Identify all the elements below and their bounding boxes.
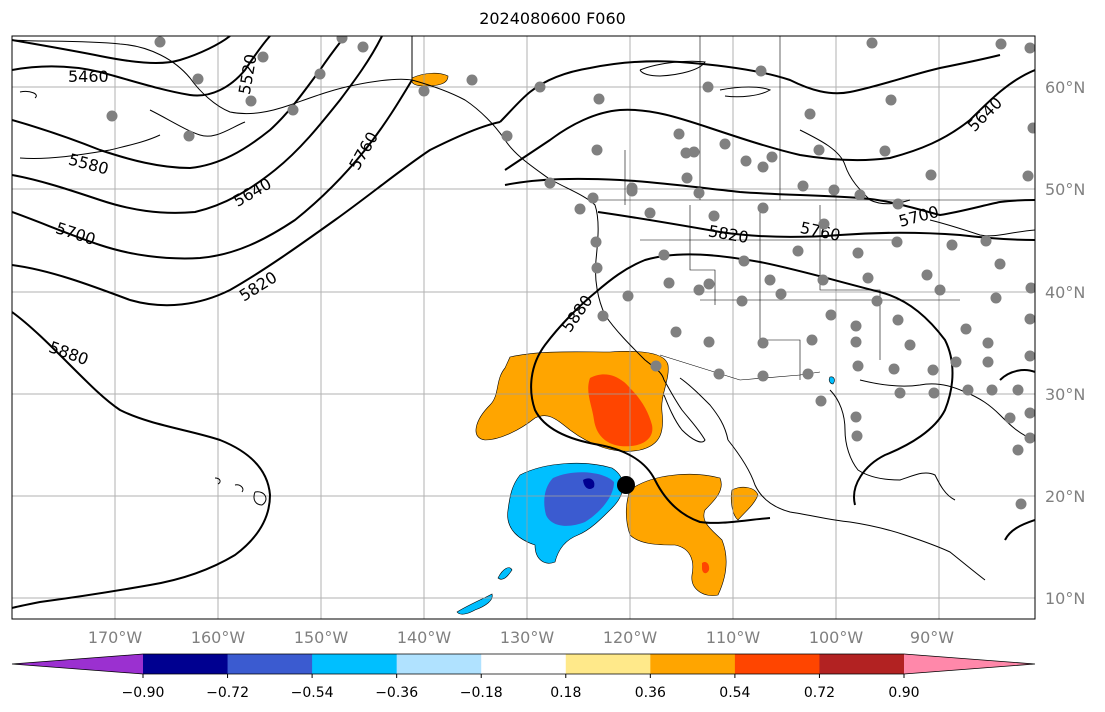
colorbar-label: −0.72	[206, 685, 249, 701]
colorbar-label: −0.36	[375, 685, 418, 701]
lon-tick-label: 90°W	[910, 628, 954, 647]
negative-anomaly-patch-gulf	[828, 376, 835, 385]
colorbar-segment	[312, 654, 398, 674]
station-dots	[106, 36, 1035, 510]
political-borders	[598, 36, 1035, 381]
colorbar-extend-max	[904, 654, 1035, 674]
lat-tick-label: 30°N	[1045, 385, 1085, 404]
colorbar-segment	[143, 654, 229, 674]
colorbar-label: 0.54	[719, 685, 750, 701]
lat-tick-label: 50°N	[1045, 180, 1085, 199]
colorbar-segment	[650, 654, 736, 674]
lat-tick-label: 60°N	[1045, 78, 1085, 97]
colorbar: −0.90 −0.72 −0.54 −0.36 −0.18 0.18 0.36 0.54 0.7…	[11, 653, 1036, 701]
moderate-negative-anomaly-core	[544, 472, 614, 526]
positive-anomaly-patch-east	[730, 486, 759, 521]
negative-anomaly-patch-south	[456, 593, 493, 615]
colorbar-label: 0.90	[888, 685, 919, 701]
lon-tick-label: 170°W	[88, 628, 143, 647]
strong-positive-anomaly-core	[588, 374, 653, 447]
colorbar-label: −0.18	[460, 685, 503, 701]
lat-tick-label: 40°N	[1045, 283, 1085, 302]
lon-tick-label: 160°W	[191, 628, 246, 647]
map-frame	[11, 35, 1036, 620]
longitude-labels: 170°W 160°W 150°W 140°W 130°W 120°W 110°…	[88, 628, 954, 647]
anomaly-shading	[411, 72, 835, 615]
lat-tick-label: 20°N	[1045, 487, 1085, 506]
colorbar-segment	[565, 654, 651, 674]
colorbar-label: −0.90	[122, 685, 165, 701]
colorbar-segment	[227, 654, 313, 674]
map-title: 2024080600 F060	[479, 9, 626, 28]
graticule	[12, 36, 1035, 619]
colorbar-segment	[734, 654, 820, 674]
strong-positive-anomaly-spot	[702, 561, 710, 574]
lon-tick-label: 120°W	[603, 628, 658, 647]
coastlines	[12, 36, 1035, 581]
negative-anomaly-patch-small	[497, 567, 513, 580]
colorbar-segment	[396, 654, 482, 674]
positive-anomaly-region-south	[625, 473, 727, 596]
contour-label: 5460	[68, 67, 109, 86]
colorbar-segment	[819, 654, 905, 674]
lat-tick-label: 10°N	[1045, 589, 1085, 608]
lon-tick-label: 130°W	[500, 628, 555, 647]
center-marker	[617, 476, 635, 494]
colorbar-label: 0.72	[804, 685, 835, 701]
colorbar-segment	[481, 654, 567, 674]
lon-tick-label: 100°W	[809, 628, 864, 647]
colorbar-label: 0.18	[550, 685, 581, 701]
colorbar-label: 0.36	[635, 685, 666, 701]
colorbar-label: −0.54	[291, 685, 334, 701]
colorbar-extend-min	[12, 654, 143, 674]
strong-negative-anomaly-core	[583, 478, 595, 489]
lon-tick-label: 110°W	[706, 628, 761, 647]
lon-tick-label: 140°W	[397, 628, 452, 647]
lon-tick-label: 150°W	[294, 628, 349, 647]
latitude-labels: 60°N 50°N 40°N 30°N 20°N 10°N	[1045, 78, 1085, 608]
